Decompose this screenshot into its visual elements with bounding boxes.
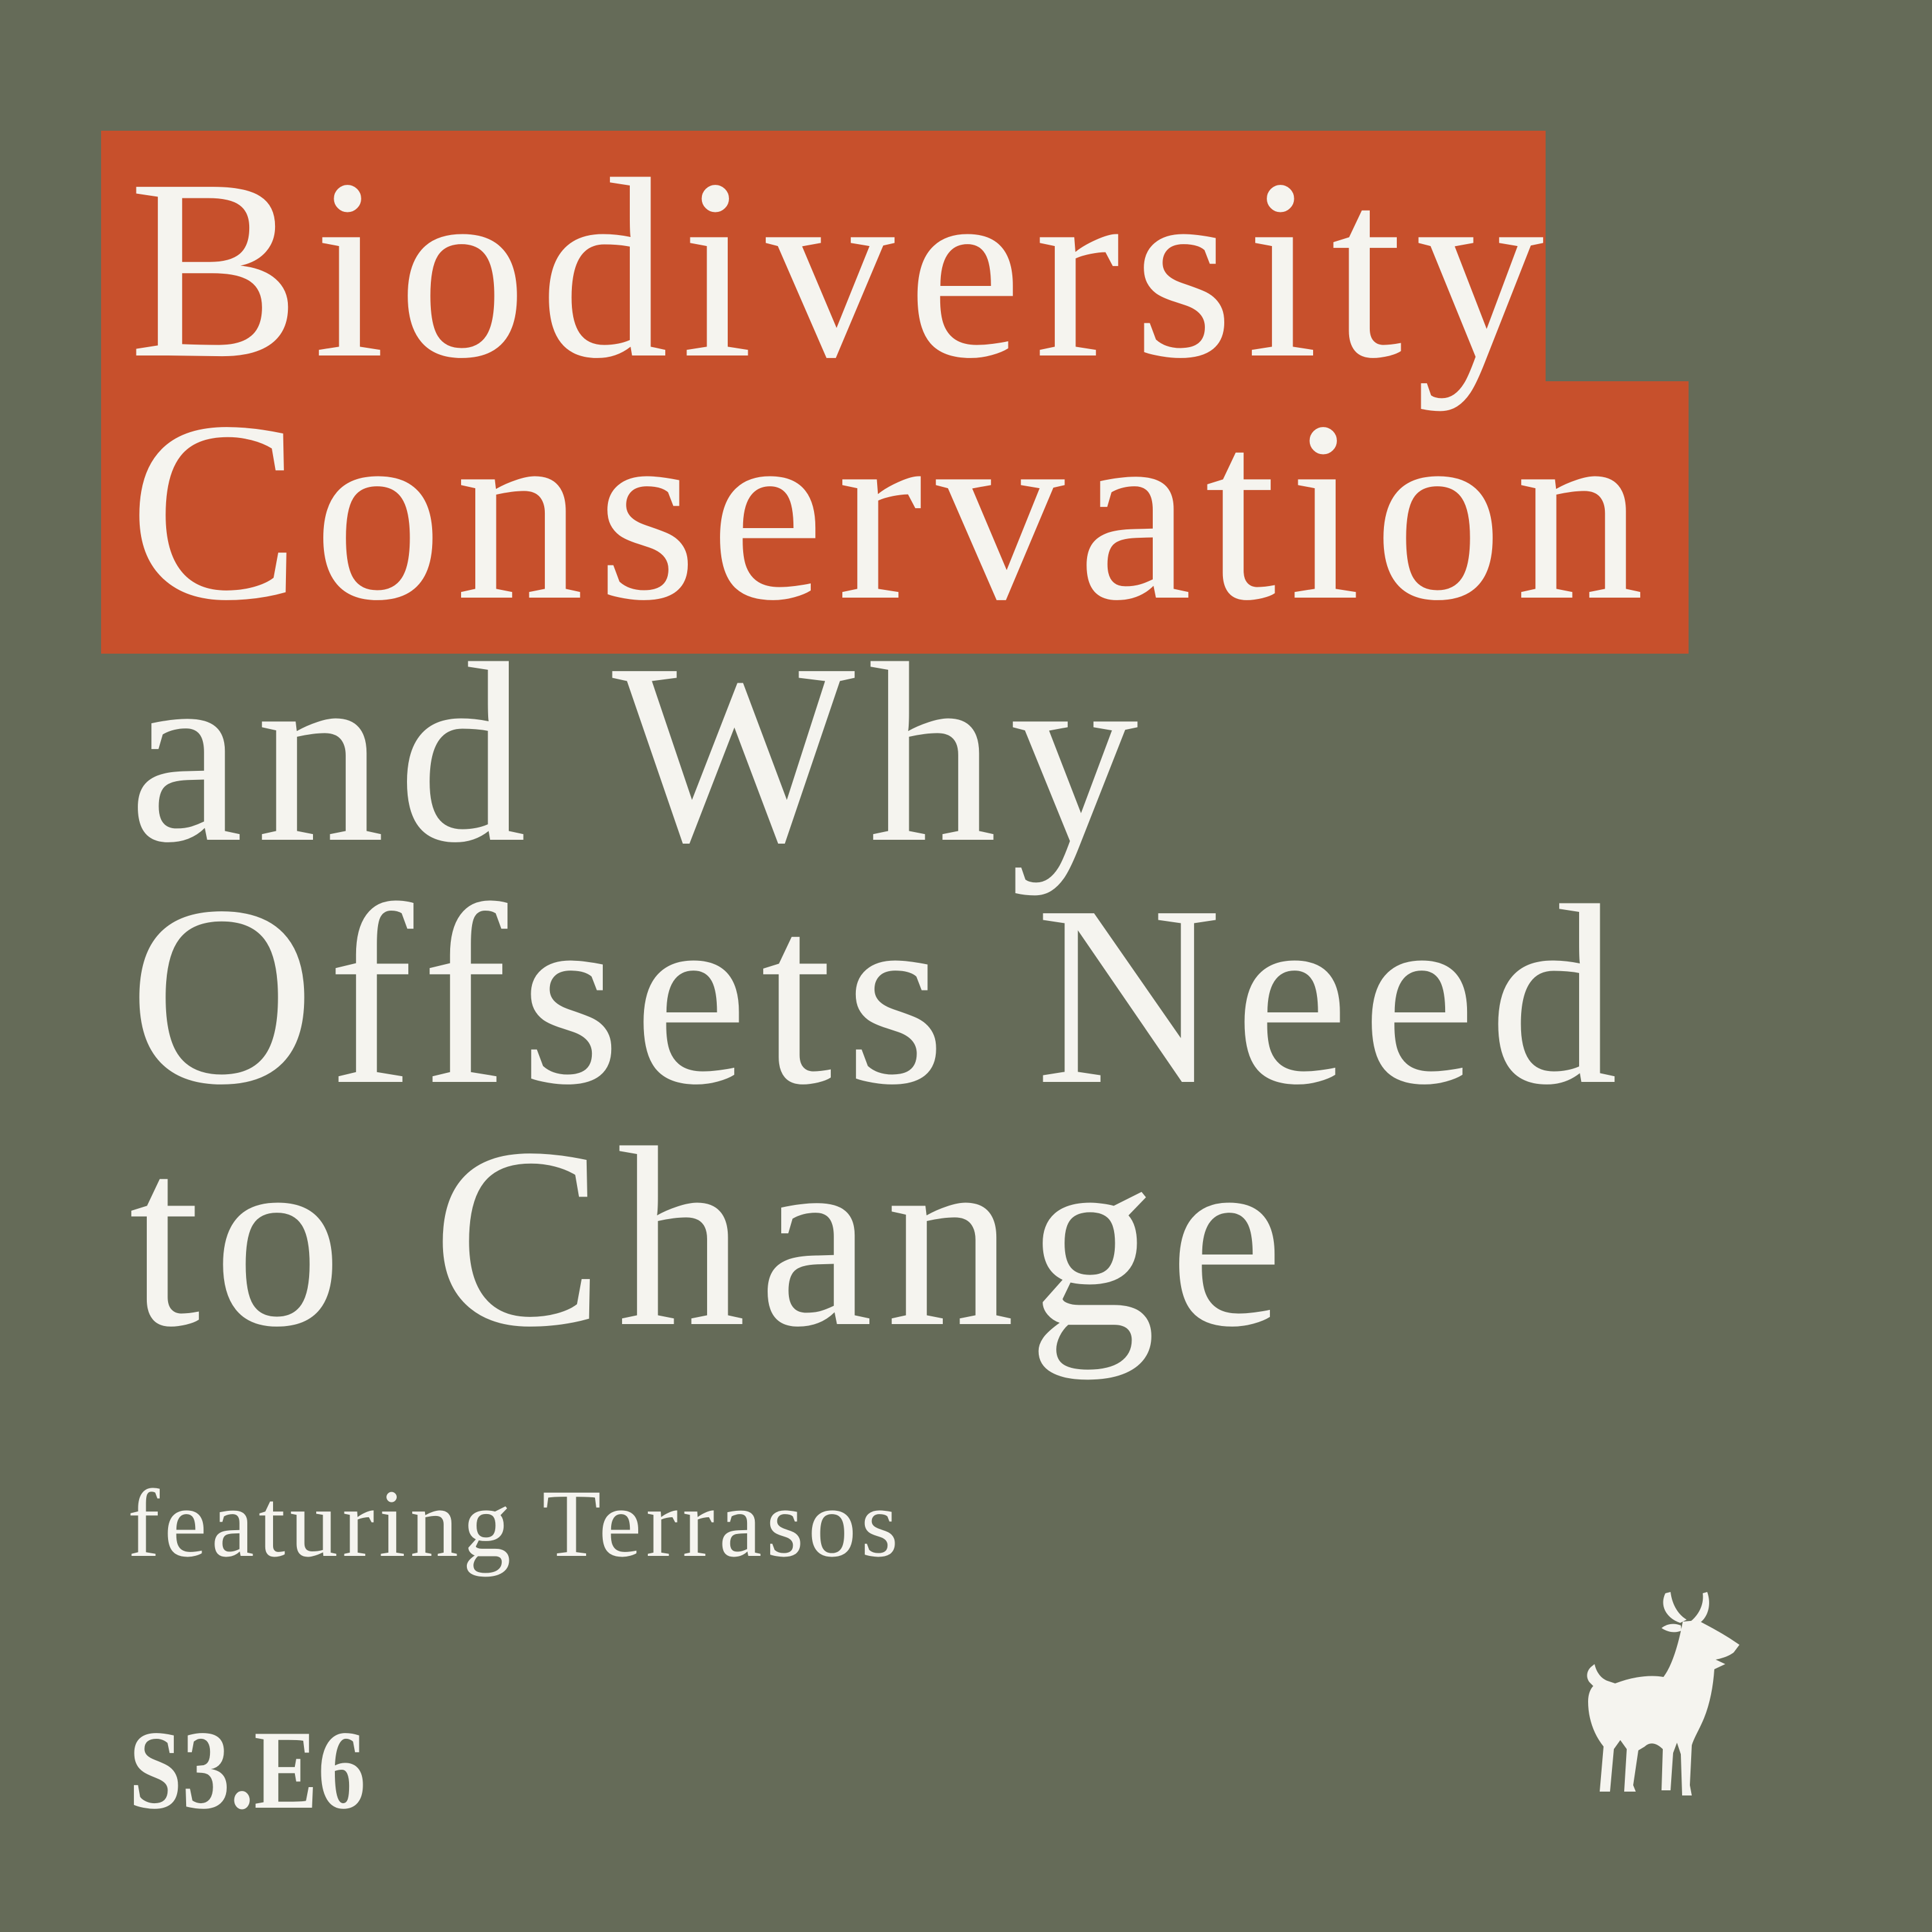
title-line-2: Conservation	[129, 368, 1658, 654]
title-line-4: Offsets Need	[129, 853, 1631, 1138]
episode-title: Biodiversity Conservation and Why Offset…	[129, 126, 1658, 1380]
title-line-3: and Why	[129, 611, 1151, 896]
title-highlight-block-1	[101, 131, 1546, 381]
title-line-1: Biodiversity	[129, 126, 1557, 412]
episode-subtitle: featuring Terrasos	[128, 1470, 903, 1577]
episode-number-badge: S3.E6	[129, 1707, 366, 1832]
title-line-5: to Change	[129, 1095, 1297, 1380]
goat-icon	[1587, 1592, 1739, 1795]
title-highlight-block-2	[101, 381, 1689, 654]
